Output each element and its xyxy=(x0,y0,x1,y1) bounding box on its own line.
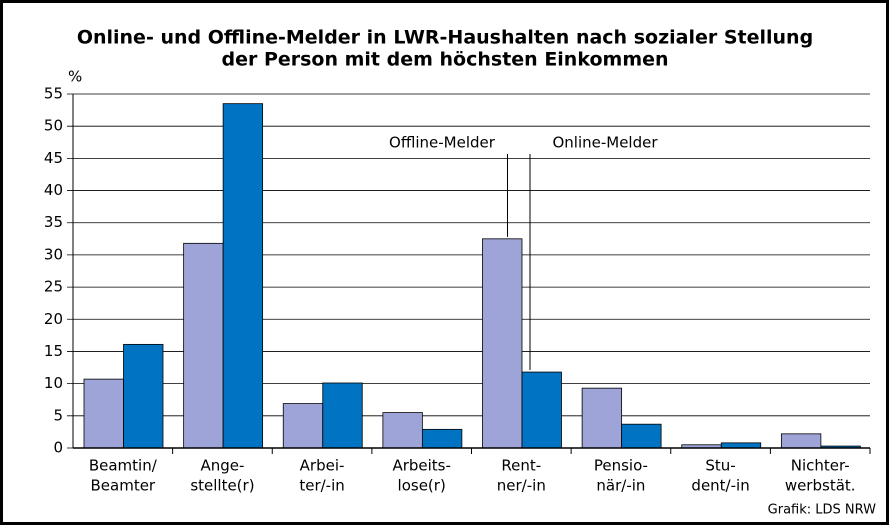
bar xyxy=(183,242,224,449)
bar xyxy=(581,387,623,449)
series-label: Offline-Melder xyxy=(389,134,496,152)
x-tick-label: lose(r) xyxy=(398,477,446,495)
x-tick-label: ner/-in xyxy=(497,477,546,495)
x-tick-label: Arbeits- xyxy=(392,457,450,475)
x-tick-label: Pensio- xyxy=(594,457,648,475)
bar xyxy=(282,403,324,449)
bar xyxy=(382,412,423,449)
bar xyxy=(222,103,264,449)
y-tick-label: 45 xyxy=(44,149,63,167)
chart-title: Online- und Offline-Melder in LWR-Hausha… xyxy=(77,27,813,49)
x-tick-label: Stu- xyxy=(705,457,735,475)
series-label: Online-Melder xyxy=(552,134,658,152)
x-tick-label: Beamtin/ xyxy=(89,457,158,475)
y-tick-label: 50 xyxy=(44,117,63,135)
x-tick-label: Ange- xyxy=(200,457,244,475)
x-tick-label: werbstät. xyxy=(785,477,856,495)
y-tick-label: 15 xyxy=(44,342,63,360)
y-tick-label: 55 xyxy=(44,85,63,103)
x-tick-label: Nichter- xyxy=(791,457,850,475)
bar xyxy=(720,442,762,449)
y-tick-label: 20 xyxy=(44,310,63,328)
source: Grafik: LDS NRW xyxy=(768,503,876,518)
x-tick-label: stellte(r) xyxy=(190,477,254,495)
bar xyxy=(421,428,463,449)
bar xyxy=(780,433,822,449)
y-tick-label: 5 xyxy=(53,406,63,424)
x-tick-label: Beamter xyxy=(91,477,156,495)
y-axis-label: % xyxy=(68,68,82,86)
x-tick-label: Arbei- xyxy=(300,457,345,475)
y-tick-label: 10 xyxy=(44,374,63,392)
y-tick-label: 35 xyxy=(44,213,63,231)
bar xyxy=(322,382,363,449)
y-tick-label: 40 xyxy=(44,181,63,199)
bar xyxy=(123,343,164,449)
x-tick-label: Rent- xyxy=(501,457,541,475)
bar xyxy=(621,423,662,449)
y-tick-label: 25 xyxy=(44,278,63,296)
chart-title: der Person mit dem höchsten Einkommen xyxy=(221,49,668,71)
bar xyxy=(521,371,562,449)
x-tick-label: dent/-in xyxy=(691,477,749,495)
x-tick-label: ter/-in xyxy=(299,477,344,495)
bar xyxy=(83,378,124,449)
x-tick-label: när/-in xyxy=(596,477,645,495)
bar xyxy=(482,238,523,449)
y-tick-label: 0 xyxy=(53,439,63,457)
y-tick-label: 30 xyxy=(44,245,63,263)
